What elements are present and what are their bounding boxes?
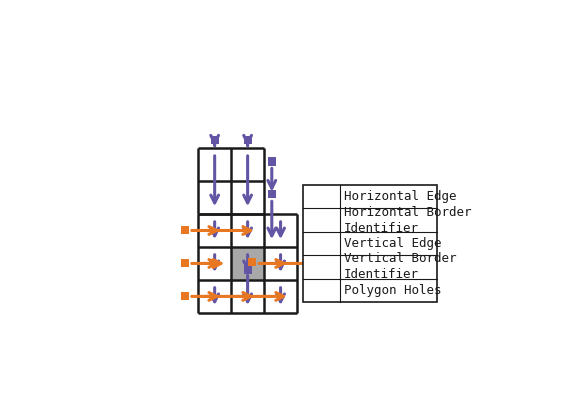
- Bar: [243, 266, 251, 274]
- Bar: [316, 215, 326, 225]
- Bar: [231, 247, 264, 280]
- Bar: [316, 286, 326, 295]
- Bar: [181, 226, 189, 234]
- Bar: [181, 292, 189, 300]
- Text: Vertical Border
Identifier: Vertical Border Identifier: [344, 252, 457, 282]
- Text: Polygon Holes: Polygon Holes: [344, 284, 441, 297]
- Bar: [247, 258, 255, 266]
- Bar: [316, 262, 326, 272]
- Bar: [303, 185, 437, 302]
- Bar: [268, 190, 276, 198]
- Bar: [211, 136, 219, 144]
- Text: Vertical Edge: Vertical Edge: [344, 237, 441, 250]
- Bar: [268, 158, 276, 166]
- Text: Horizontal Border
Identifier: Horizontal Border Identifier: [344, 206, 471, 235]
- Text: Horizontal Edge: Horizontal Edge: [344, 190, 457, 203]
- Bar: [181, 260, 189, 268]
- Bar: [243, 136, 251, 144]
